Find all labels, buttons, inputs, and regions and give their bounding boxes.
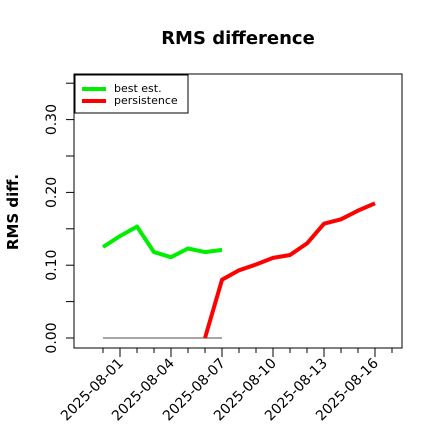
legend: best est. persistence: [74, 74, 189, 114]
legend-label-best-est: best est.: [114, 82, 162, 95]
x-axis: 2025-08-012025-08-042025-08-072025-08-10…: [58, 348, 393, 424]
y-tick-label: 0.10: [44, 250, 60, 281]
y-tick-label: 0.00: [44, 322, 60, 353]
legend-label-persistence: persistence: [114, 94, 178, 107]
legend-box: [74, 74, 189, 114]
chart-title: RMS difference: [161, 28, 315, 49]
series-line-best-est: [101, 224, 223, 260]
y-axis: 0.00 0.10 0.20 0.30: [44, 82, 74, 354]
plot-frame: [73, 73, 403, 349]
series-layer: [101, 201, 376, 339]
y-tick-label: 0.20: [44, 177, 60, 208]
series-line-persistence: [203, 201, 376, 339]
y-axis-label: RMS diff.: [4, 174, 22, 250]
y-tick-label: 0.30: [44, 104, 60, 135]
